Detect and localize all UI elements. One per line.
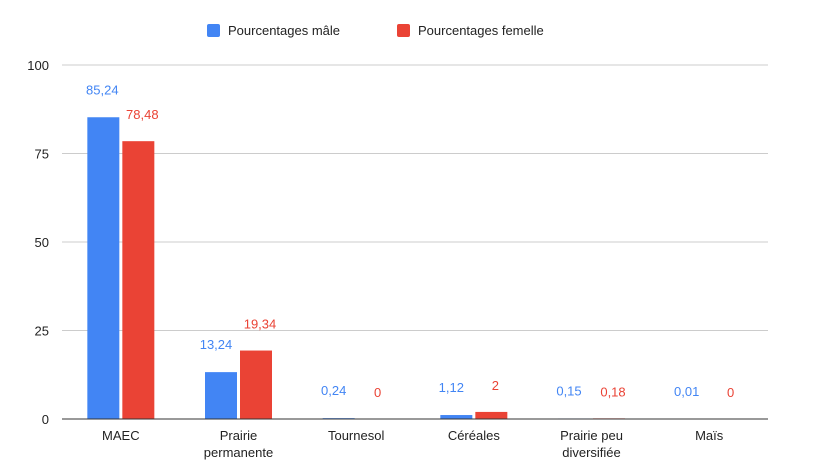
data-label: 0,18 — [600, 384, 625, 399]
x-axis: MAEC Prairie permanente Tournesol Céréales Pr… — [62, 418, 768, 460]
legend-label: Pourcentages femelle — [418, 23, 544, 38]
data-label: 0 — [374, 385, 381, 400]
y-tick-label: 100 — [27, 58, 49, 73]
data-label: 78,48 — [126, 107, 159, 122]
y-tick-label: 0 — [42, 412, 49, 427]
legend-swatch — [207, 24, 220, 37]
x-tick-label: Prairie permanente — [204, 428, 273, 460]
x-tick-label: Prairie peu diversifiée — [560, 428, 623, 460]
bar — [122, 141, 155, 420]
x-tick-label: Tournesol — [328, 428, 384, 443]
data-label: 0,01 — [674, 384, 699, 399]
data-labels: 85,24 78,48 13,24 19,34 0,24 0 1,12 2 0,15 0,18 0,… — [86, 82, 734, 400]
x-tick-label: Céréales — [448, 428, 501, 443]
bar — [475, 411, 508, 419]
x-tick-label: Maïs — [695, 428, 724, 443]
legend-label: Pourcentages mâle — [228, 23, 340, 38]
data-label: 2 — [492, 378, 499, 393]
data-label: 0 — [727, 385, 734, 400]
legend-swatch — [397, 24, 410, 37]
bar — [240, 350, 272, 419]
bars — [87, 117, 708, 420]
data-label: 19,34 — [244, 317, 277, 332]
y-axis: 0 25 50 75 100 — [27, 58, 49, 427]
y-tick-label: 75 — [35, 147, 49, 162]
bar — [87, 117, 120, 419]
y-tick-label: 25 — [35, 324, 49, 339]
data-label: 0,15 — [556, 383, 581, 398]
data-label: 1,12 — [439, 380, 464, 395]
bar — [440, 415, 473, 419]
bar — [205, 372, 237, 419]
x-tick-label: MAEC — [102, 428, 140, 443]
y-tick-label: 50 — [35, 235, 49, 250]
gridlines — [62, 64, 768, 331]
data-label: 0,24 — [321, 383, 346, 398]
data-label: 13,24 — [200, 337, 233, 352]
legend: Pourcentages mâle Pourcentages femelle — [207, 23, 544, 38]
data-label: 85,24 — [86, 82, 119, 97]
